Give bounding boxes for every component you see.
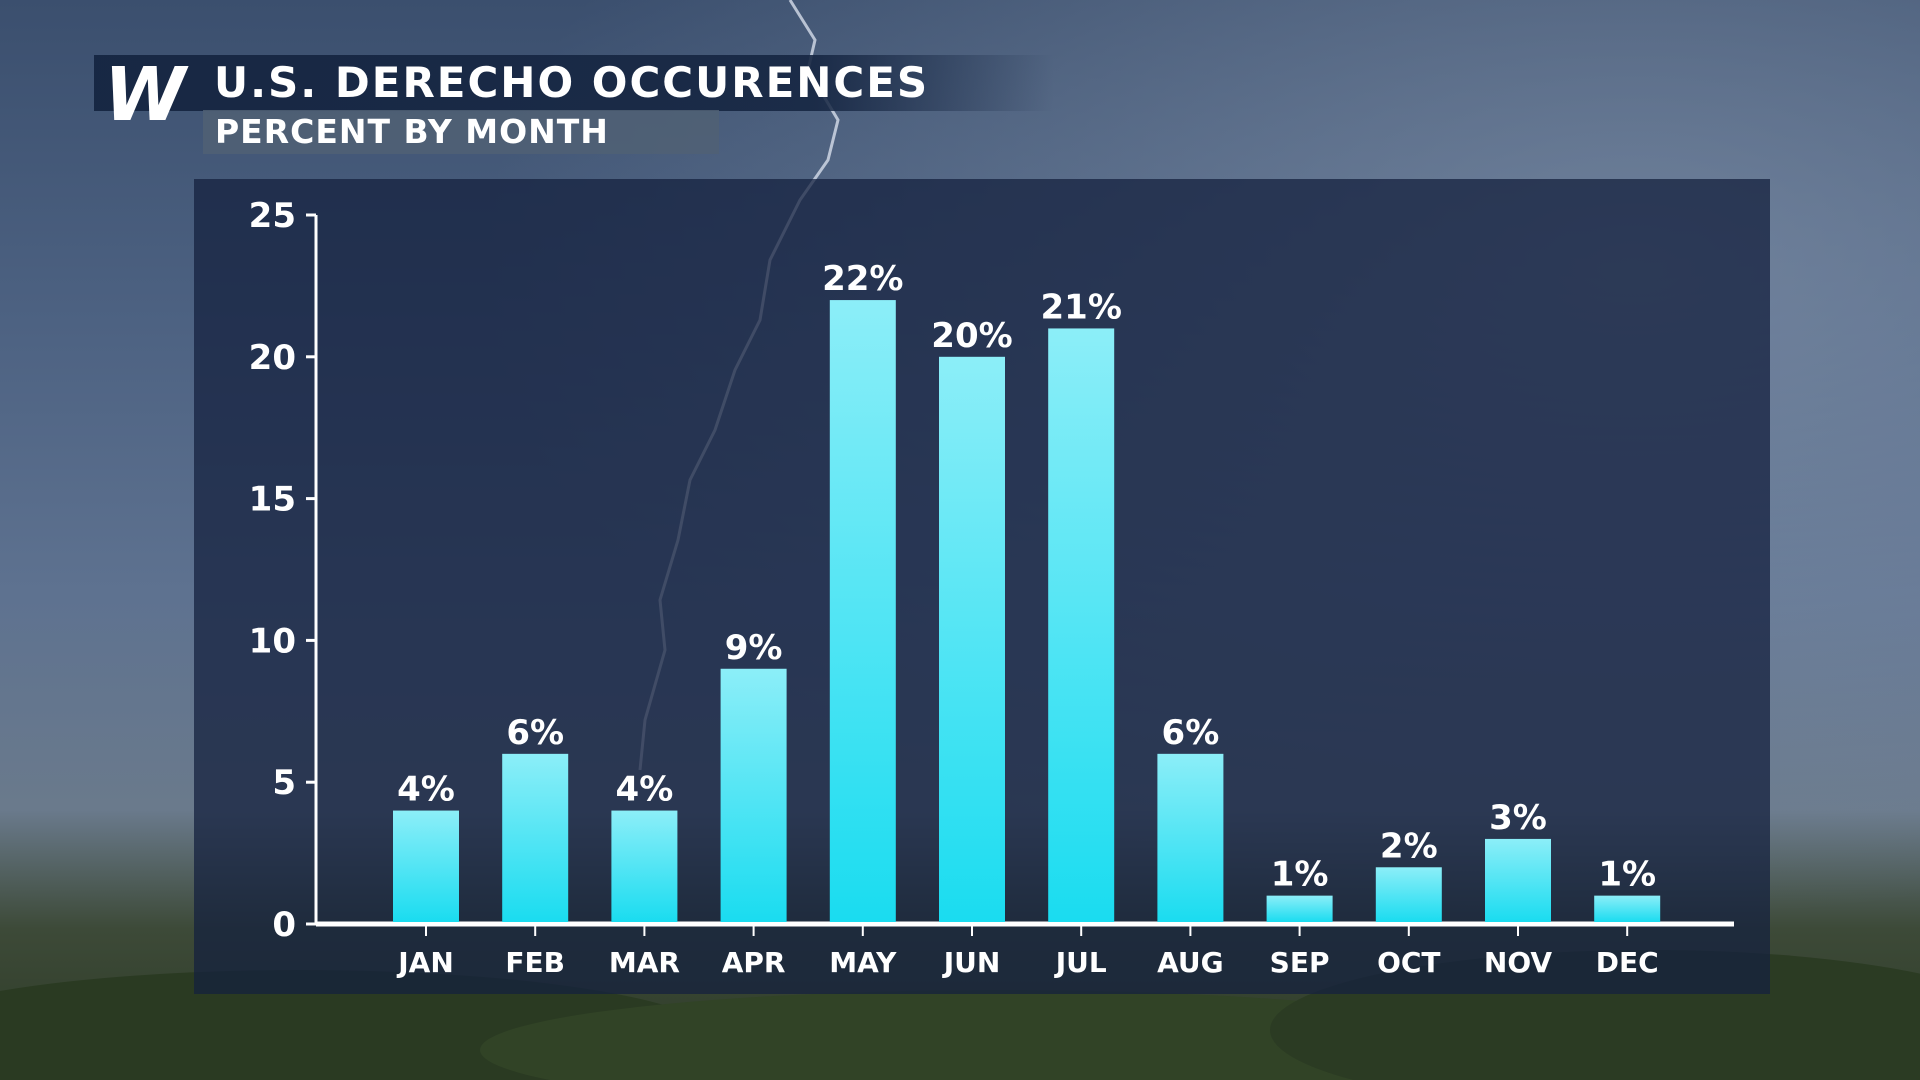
data-label-mar: 4% <box>616 770 674 810</box>
bar-dec <box>1594 895 1661 922</box>
x-tick-label: MAR <box>609 946 680 979</box>
x-tick-label: JUN <box>942 946 1001 979</box>
bar-oct <box>1375 867 1442 922</box>
weather-network-logo: W <box>104 52 186 138</box>
bar-nov <box>1485 838 1551 922</box>
bar-sep <box>1266 895 1333 922</box>
data-label-sep: 1% <box>1271 855 1329 895</box>
x-tick-label: AUG <box>1157 946 1224 979</box>
data-label-apr: 9% <box>725 628 783 668</box>
x-tick-label: NOV <box>1484 946 1552 979</box>
data-label-oct: 2% <box>1380 826 1438 866</box>
bar-jun <box>939 356 1005 922</box>
bar-apr <box>720 668 787 922</box>
x-tick-label: JAN <box>396 946 454 979</box>
chart-subtitle: PERCENT BY MONTH <box>215 112 609 151</box>
data-label-feb: 6% <box>506 713 564 753</box>
x-tick-label: APR <box>722 946 786 979</box>
title-bar <box>94 55 1054 111</box>
y-tick-label: 0 <box>272 905 296 945</box>
bar-jul <box>1048 328 1115 922</box>
chart-title: U.S. DERECHO OCCURENCES <box>214 58 930 107</box>
bar-aug <box>1157 753 1224 922</box>
x-tick-label: OCT <box>1377 946 1440 979</box>
bar-mar <box>611 810 678 922</box>
y-tick-label: 25 <box>249 196 296 236</box>
data-label-may: 22% <box>822 259 903 299</box>
y-tick-label: 15 <box>249 480 296 520</box>
data-label-jul: 21% <box>1041 287 1122 327</box>
x-tick-label: DEC <box>1596 946 1659 979</box>
data-label-dec: 1% <box>1598 855 1656 895</box>
x-tick-label: MAY <box>829 946 897 979</box>
data-label-jan: 4% <box>397 770 455 810</box>
y-tick-label: 10 <box>249 621 296 661</box>
x-tick-label: JUL <box>1054 946 1107 979</box>
data-label-jun: 20% <box>931 316 1012 356</box>
y-tick-label: 5 <box>272 763 296 803</box>
data-label-nov: 3% <box>1489 798 1547 838</box>
x-tick-label: SEP <box>1270 946 1330 979</box>
data-label-aug: 6% <box>1162 713 1220 753</box>
subtitle-bar <box>203 110 719 154</box>
bar-feb <box>502 753 569 922</box>
x-tick-label: FEB <box>505 946 565 979</box>
bar-jan <box>393 810 459 922</box>
y-tick-label: 20 <box>249 338 296 378</box>
bar-may <box>829 300 896 923</box>
